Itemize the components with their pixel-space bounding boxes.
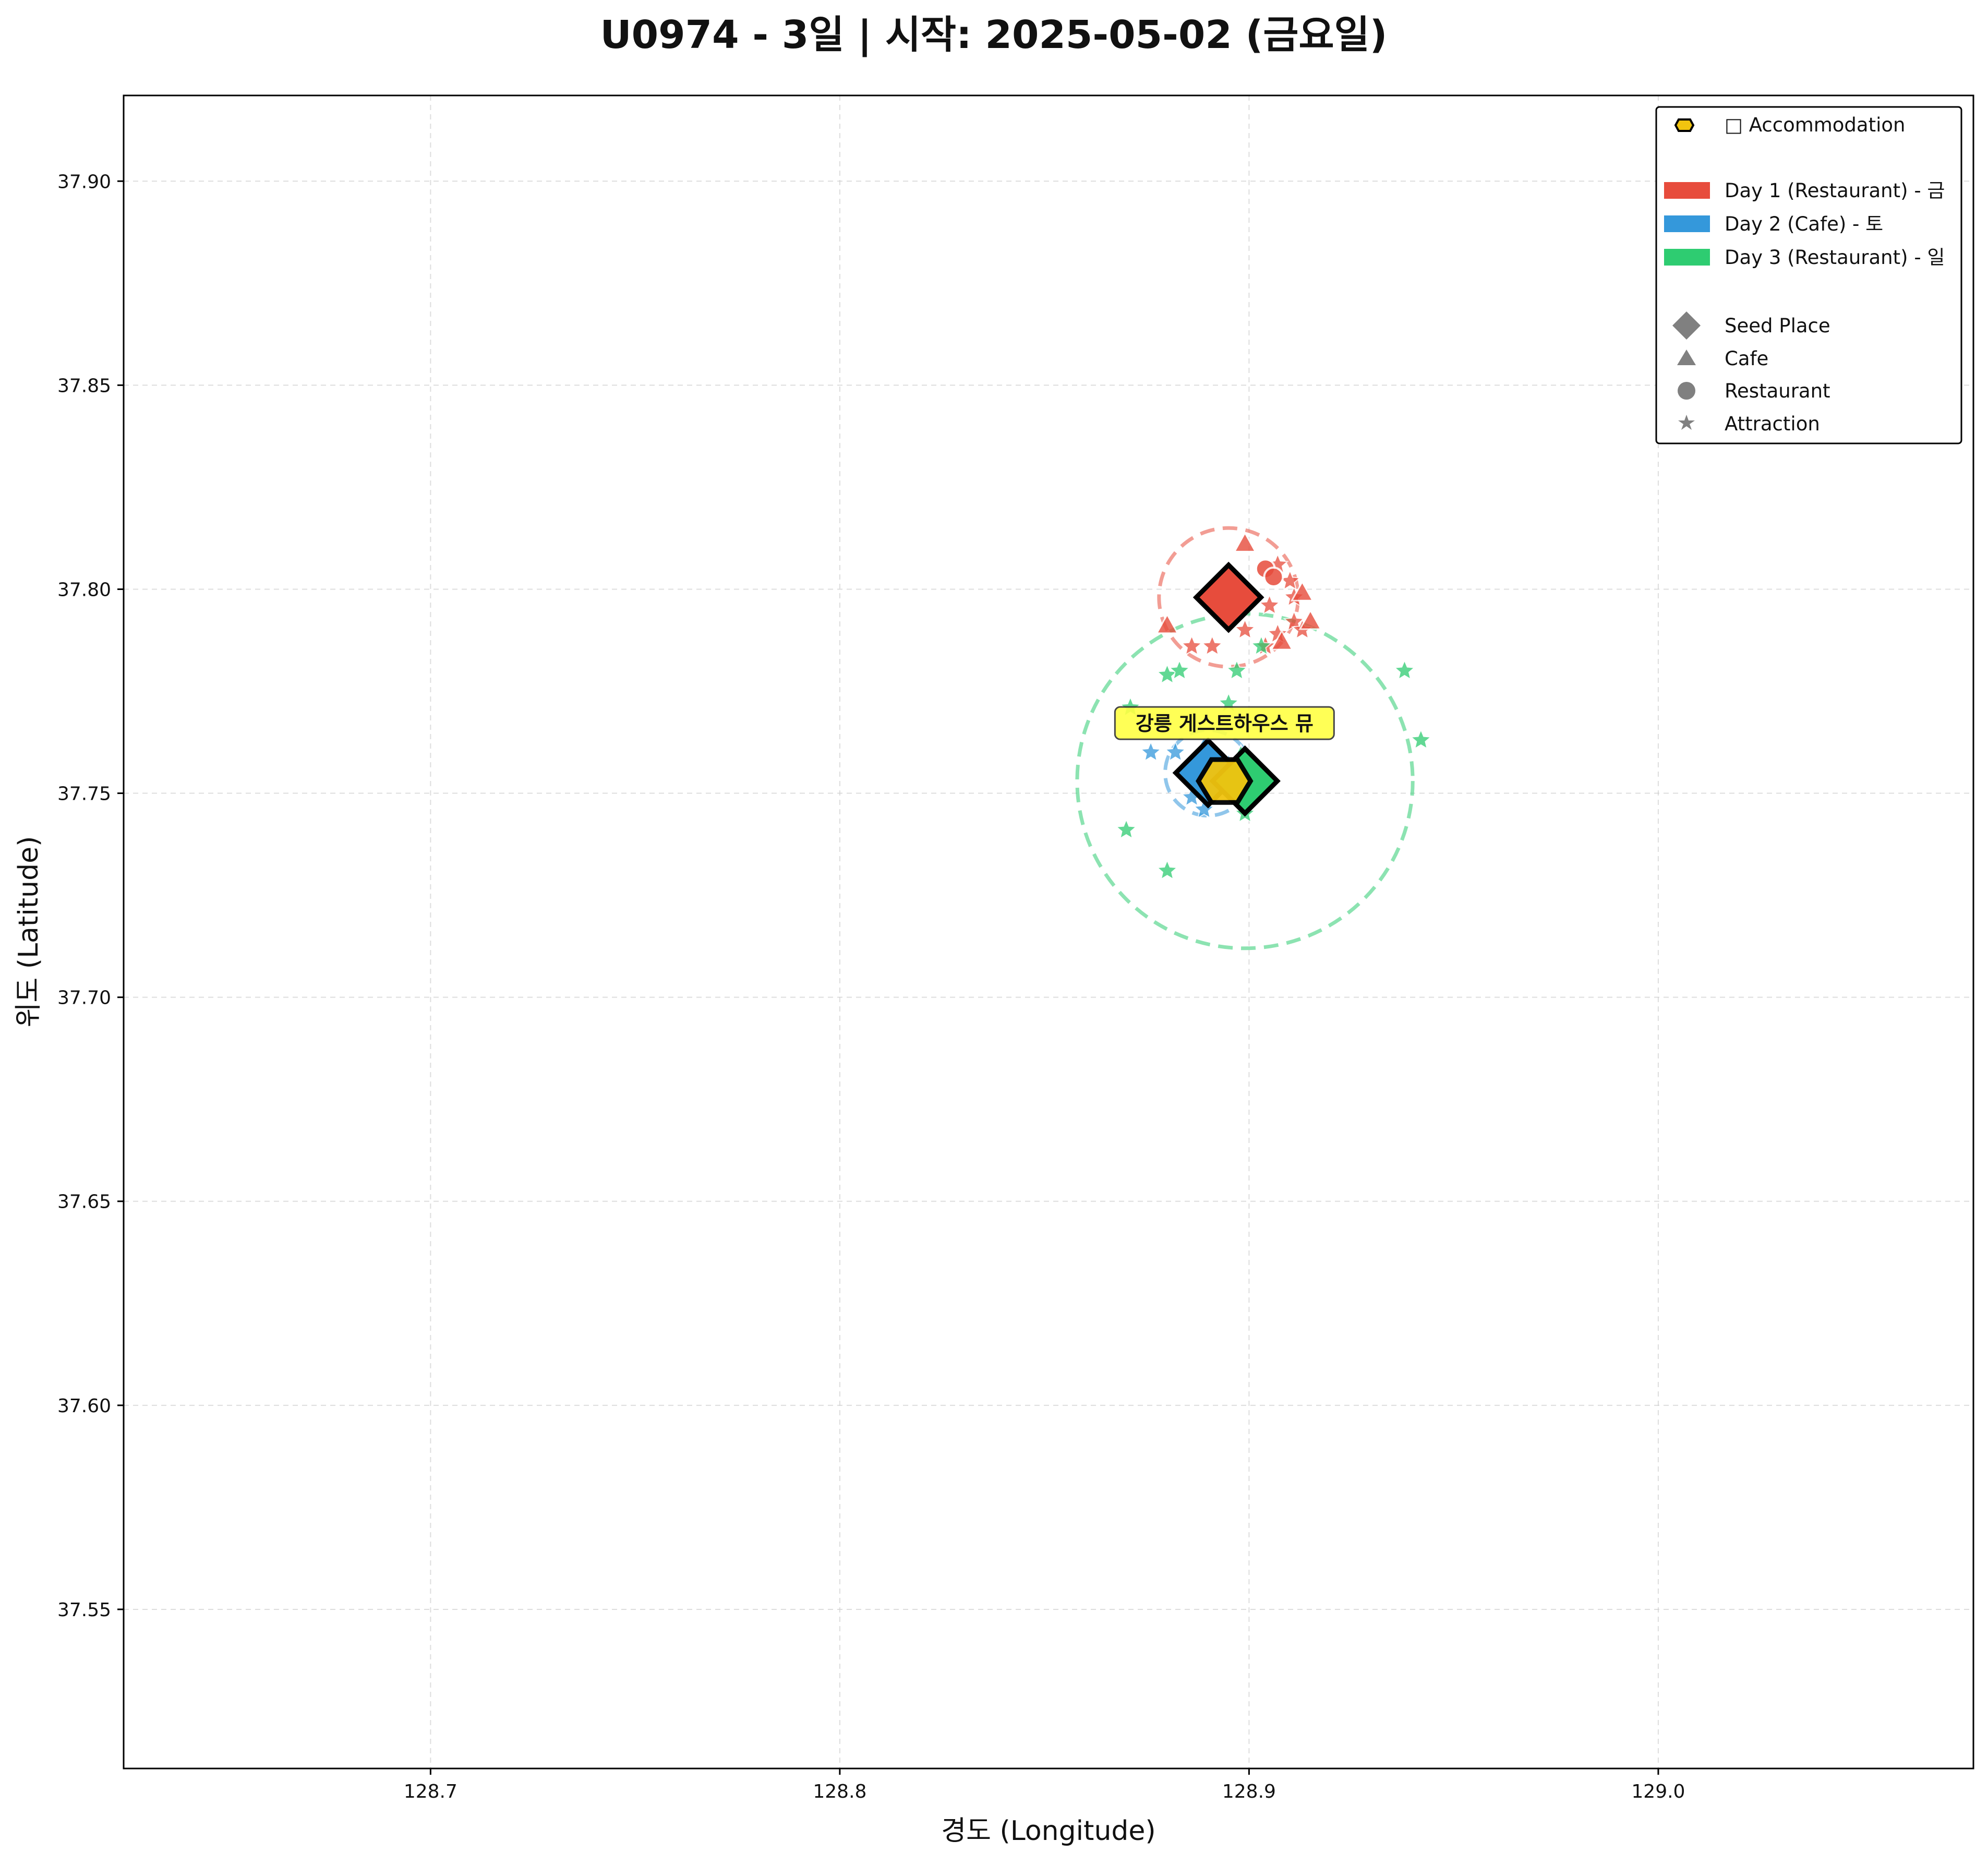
attraction-marker <box>1192 798 1215 820</box>
attraction-marker <box>1156 859 1178 881</box>
attraction-marker <box>1115 818 1138 840</box>
cafe-marker <box>1233 531 1257 552</box>
x-tick-label: 128.7 <box>404 1781 457 1802</box>
plot-frame <box>123 94 1974 1770</box>
y-tick-label: 37.70 <box>57 988 111 1009</box>
y-tick-label: 37.55 <box>57 1599 111 1621</box>
y-tick-label: 37.80 <box>57 579 111 600</box>
grid-lines <box>124 95 1973 1768</box>
legend-cafe-marker <box>1677 350 1696 365</box>
accommodation-marker <box>1196 757 1254 805</box>
attraction-marker <box>1409 728 1432 750</box>
accommodation-label: 강릉 게스트하우스 뮤 <box>1136 712 1314 735</box>
legend-cafe-label: Cafe <box>1725 347 1768 370</box>
legend-accommodation-label: □ Accommodation <box>1725 114 1905 136</box>
legend-day1-label: Day 1 (Restaurant) - 금 <box>1725 179 1945 202</box>
legend-day1-swatch <box>1664 182 1710 199</box>
x-tick-label: 128.9 <box>1222 1781 1276 1802</box>
legend-seed-marker <box>1672 311 1701 340</box>
attraction-marker <box>1139 740 1162 762</box>
attraction-marker <box>1168 659 1191 681</box>
axis-ticks: 128.7 128.8 128.9 129.0 37.55 37.60 37.65 37.70… <box>57 171 1685 1802</box>
x-tick-label: 128.8 <box>813 1781 866 1802</box>
legend-attraction-label: Attraction <box>1725 413 1820 435</box>
cafe-marker <box>1290 580 1314 601</box>
x-axis-label: 경도 (Longitude) <box>941 1815 1155 1847</box>
attraction-marker <box>1201 634 1224 656</box>
restaurant-marker <box>1263 566 1284 587</box>
attraction-marker <box>1258 594 1281 616</box>
chart-title: U0974 - 3일 | 시작: 2025-05-02 (금요일) <box>600 13 1388 57</box>
legend-day3-label: Day 3 (Restaurant) - 일 <box>1725 246 1945 269</box>
legend-day2-swatch <box>1664 215 1710 232</box>
y-tick-label: 37.75 <box>57 784 111 805</box>
legend: □ Accommodation Day 1 (Restaurant) - 금 D… <box>1655 106 1962 444</box>
y-tick-label: 37.90 <box>57 171 111 192</box>
legend-attraction-marker <box>1678 415 1695 430</box>
legend-restaurant-marker <box>1678 382 1695 400</box>
y-tick-label: 37.85 <box>57 375 111 396</box>
cafe-marker <box>1270 629 1294 651</box>
y-tick-label: 37.60 <box>57 1395 111 1417</box>
legend-accommodation-marker <box>1674 118 1695 132</box>
day-1-seed-marker <box>1192 561 1264 633</box>
cafe-marker <box>1155 612 1179 634</box>
accommodation-label-box <box>1114 706 1335 740</box>
attraction-marker <box>1225 659 1248 681</box>
x-tick-label: 129.0 <box>1631 1781 1685 1802</box>
attraction-marker <box>1393 659 1416 681</box>
legend-day3-swatch <box>1664 249 1710 266</box>
y-tick-label: 37.65 <box>57 1192 111 1213</box>
place-markers <box>1115 531 1432 881</box>
attraction-marker <box>1250 634 1273 656</box>
attraction-marker <box>1164 740 1187 762</box>
attraction-marker <box>1180 634 1203 656</box>
y-axis-label: 위도 (Latitude) <box>13 836 44 1028</box>
attraction-marker <box>1234 618 1257 640</box>
legend-seed-label: Seed Place <box>1725 315 1830 337</box>
legend-day2-label: Day 2 (Cafe) - 토 <box>1725 213 1883 235</box>
cafe-marker <box>1298 608 1322 630</box>
legend-box <box>1655 106 1962 444</box>
accommodation-layer: 강릉 게스트하우스 뮤 <box>1114 706 1335 805</box>
legend-restaurant-label: Restaurant <box>1725 380 1830 402</box>
